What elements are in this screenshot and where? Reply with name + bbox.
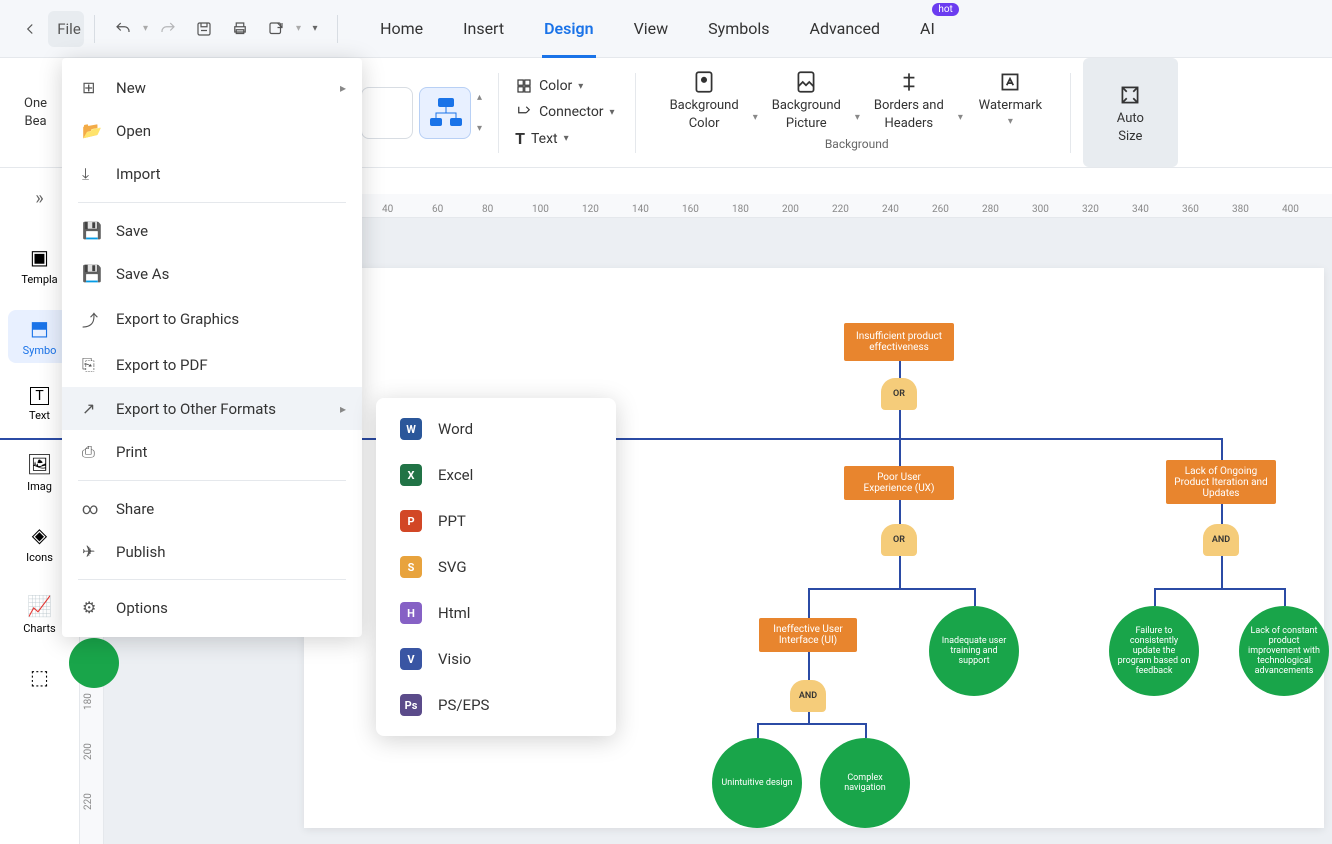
file-menu-button[interactable]: File <box>48 11 84 47</box>
print-button[interactable] <box>222 11 258 47</box>
connector-dropdown[interactable]: Connector <box>515 100 615 124</box>
menu-import[interactable]: ⤓Import <box>62 152 362 196</box>
tab-ai[interactable]: AI hot <box>918 13 937 44</box>
ft-node-iter[interactable]: Lack of Ongoing Product Iteration and Up… <box>1166 460 1276 504</box>
ft-node-design[interactable]: Unintuitive design <box>712 738 802 828</box>
sidebar-plugins[interactable]: ⬚ <box>0 659 79 695</box>
tab-home[interactable]: Home <box>378 13 425 44</box>
top-toolbar: File ▾ ▾ ▾ Home Insert Design View Symbo… <box>0 0 1332 58</box>
ft-node-advance[interactable]: Lack of constant product improvement wit… <box>1239 606 1329 696</box>
text-dropdown[interactable]: TText <box>515 126 615 151</box>
ft-node-ux_gate[interactable]: OR <box>881 524 917 556</box>
ft-leaf-hidden <box>69 638 119 688</box>
gallery-up[interactable]: ▴ <box>477 92 482 103</box>
undo-button[interactable] <box>105 11 141 47</box>
ppt-icon: P <box>400 510 422 532</box>
background-group-label: Background <box>656 131 1058 157</box>
menu-save[interactable]: 💾Save <box>62 209 362 252</box>
word-icon: W <box>400 418 422 440</box>
sidebar-collapse[interactable]: » <box>35 188 43 209</box>
svg-icon: S <box>400 556 422 578</box>
html-icon: H <box>400 602 422 624</box>
ft-node-root_gate[interactable]: OR <box>881 378 917 410</box>
tab-design[interactable]: Design <box>542 13 595 44</box>
tab-view[interactable]: View <box>632 13 671 44</box>
menu-save-as[interactable]: 💾Save As <box>62 252 362 295</box>
beautify-group[interactable]: One Bea <box>10 58 61 167</box>
shape-gallery: ▴ ▾ <box>361 87 482 139</box>
export-excel[interactable]: XExcel <box>376 452 616 498</box>
ft-node-train[interactable]: Inadequate user training and support <box>929 606 1019 696</box>
ft-node-ui_gate[interactable]: AND <box>790 680 826 712</box>
hot-badge: hot <box>932 3 958 16</box>
export-visio[interactable]: VVisio <box>376 636 616 682</box>
tab-insert[interactable]: Insert <box>461 13 506 44</box>
export-button[interactable] <box>258 11 294 47</box>
menu-print[interactable]: ⎙Print <box>62 430 362 474</box>
ft-node-iter_gate[interactable]: AND <box>1203 524 1239 556</box>
back-button[interactable] <box>12 11 48 47</box>
shape-style-1[interactable] <box>361 87 413 139</box>
file-dropdown-menu: ⊞New▸ 📂Open ⤓Import 💾Save 💾Save As ⤴Expo… <box>62 58 362 637</box>
main-tabs: Home Insert Design View Symbols Advanced… <box>378 13 937 44</box>
auto-size-button[interactable]: AutoSize <box>1083 58 1178 167</box>
menu-publish[interactable]: ✈Publish <box>62 530 362 573</box>
bg-color-button[interactable]: BackgroundColor <box>656 69 753 131</box>
export-formats-submenu: WWordXExcelPPPTSSVGHHtmlVVisioPsPS/EPS <box>376 398 616 736</box>
redo-button[interactable] <box>150 11 186 47</box>
save-button[interactable] <box>186 11 222 47</box>
tab-symbols[interactable]: Symbols <box>706 13 771 44</box>
ft-node-nav[interactable]: Complex navigation <box>820 738 910 828</box>
ft-node-ux[interactable]: Poor User Experience (UX) <box>844 466 954 500</box>
export-html[interactable]: HHtml <box>376 590 616 636</box>
borders-button[interactable]: Borders andHeaders <box>860 69 958 131</box>
export-ppt[interactable]: PPPT <box>376 498 616 544</box>
menu-export-graphics[interactable]: ⤴Export to Graphics <box>62 295 362 343</box>
export-svg[interactable]: SSVG <box>376 544 616 590</box>
menu-options[interactable]: ⚙Options <box>62 586 362 629</box>
bg-picture-button[interactable]: BackgroundPicture <box>758 69 855 131</box>
more-button[interactable]: ▾ <box>303 11 327 47</box>
excel-icon: X <box>400 464 422 486</box>
ft-node-ui[interactable]: Ineffective User Interface (UI) <box>759 618 857 652</box>
shape-style-2[interactable] <box>419 87 471 139</box>
export-pseps[interactable]: PsPS/EPS <box>376 682 616 728</box>
export-word[interactable]: WWord <box>376 406 616 452</box>
menu-new[interactable]: ⊞New▸ <box>62 66 362 109</box>
ft-node-update[interactable]: Failure to consistently update the progr… <box>1109 606 1199 696</box>
gallery-down[interactable]: ▾ <box>477 123 482 134</box>
menu-export-pdf[interactable]: ⎘Export to PDF <box>62 343 362 387</box>
menu-share[interactable]: ∞Share <box>62 487 362 530</box>
visio-icon: V <box>400 648 422 670</box>
ft-node-root[interactable]: Insufficient product effectiveness <box>844 323 954 361</box>
watermark-button[interactable]: Watermark▾ <box>963 69 1058 127</box>
pseps-icon: Ps <box>400 694 422 716</box>
color-dropdown[interactable]: Color <box>515 74 615 98</box>
menu-open[interactable]: 📂Open <box>62 109 362 152</box>
tab-advanced[interactable]: Advanced <box>808 13 883 44</box>
file-label: File <box>57 20 81 38</box>
menu-export-other[interactable]: ↗Export to Other Formats▸ <box>62 387 362 430</box>
